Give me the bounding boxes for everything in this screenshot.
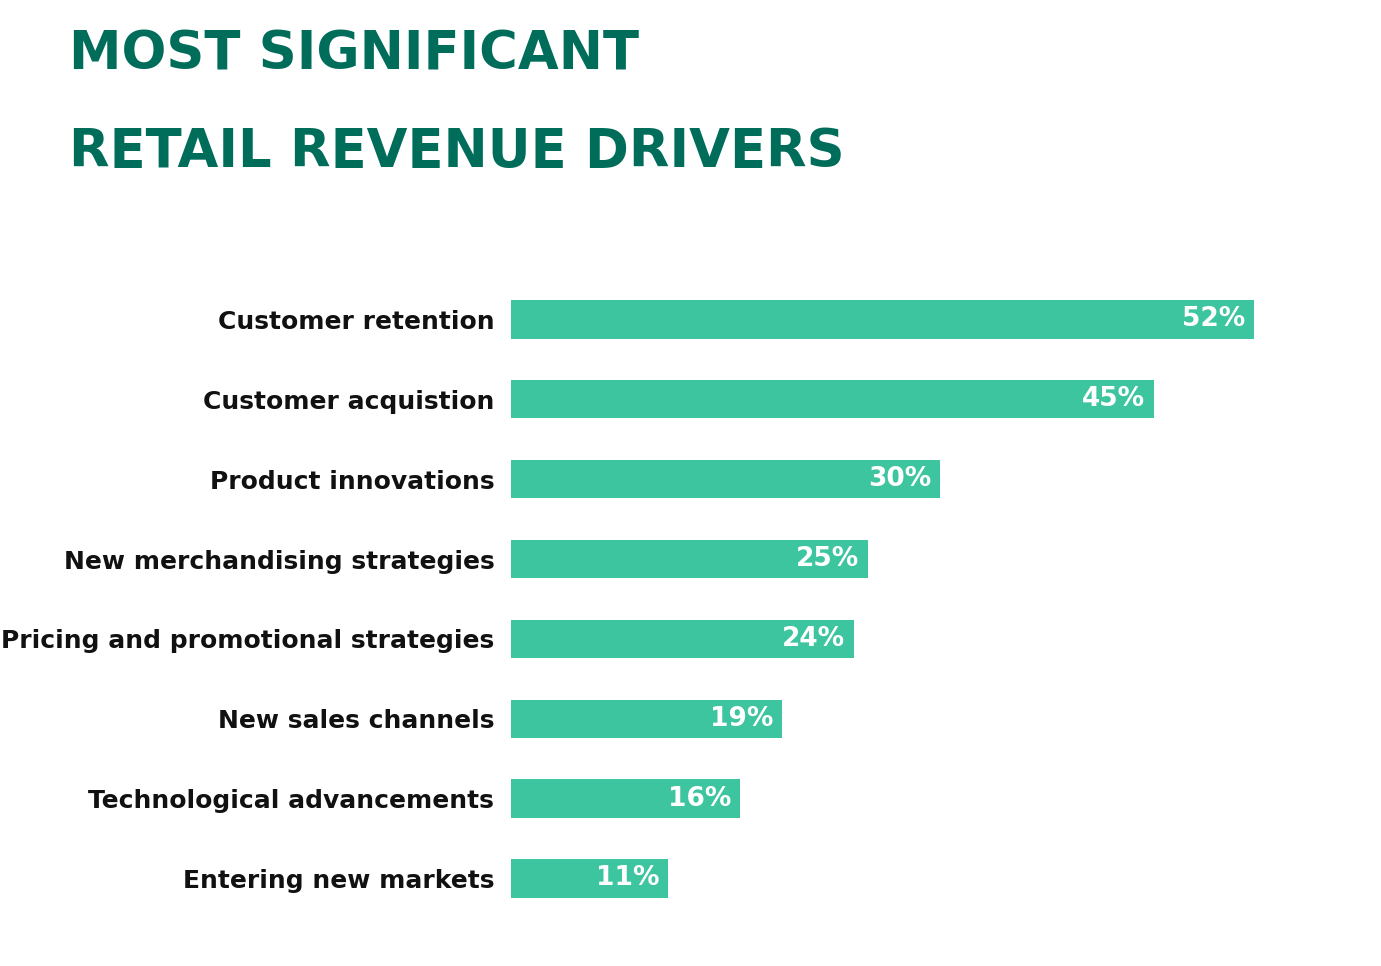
Text: 25%: 25% [797, 546, 859, 572]
Bar [511, 300, 1254, 339]
Bar [511, 381, 1155, 418]
Bar [511, 460, 939, 498]
Text: RETAIL REVENUE DRIVERS: RETAIL REVENUE DRIVERS [69, 126, 845, 178]
Text: 19%: 19% [710, 706, 773, 731]
Text: 16%: 16% [667, 785, 731, 811]
Text: 52%: 52% [1182, 306, 1246, 332]
Text: 11%: 11% [597, 866, 660, 892]
Bar [511, 540, 869, 579]
Bar [511, 859, 668, 897]
Text: 30%: 30% [867, 467, 931, 492]
Bar [511, 780, 740, 817]
Text: MOST SIGNIFICANT: MOST SIGNIFICANT [69, 29, 639, 81]
Bar [511, 699, 783, 738]
Text: 24%: 24% [782, 626, 845, 652]
Text: 45%: 45% [1083, 386, 1145, 412]
Bar [511, 619, 853, 658]
